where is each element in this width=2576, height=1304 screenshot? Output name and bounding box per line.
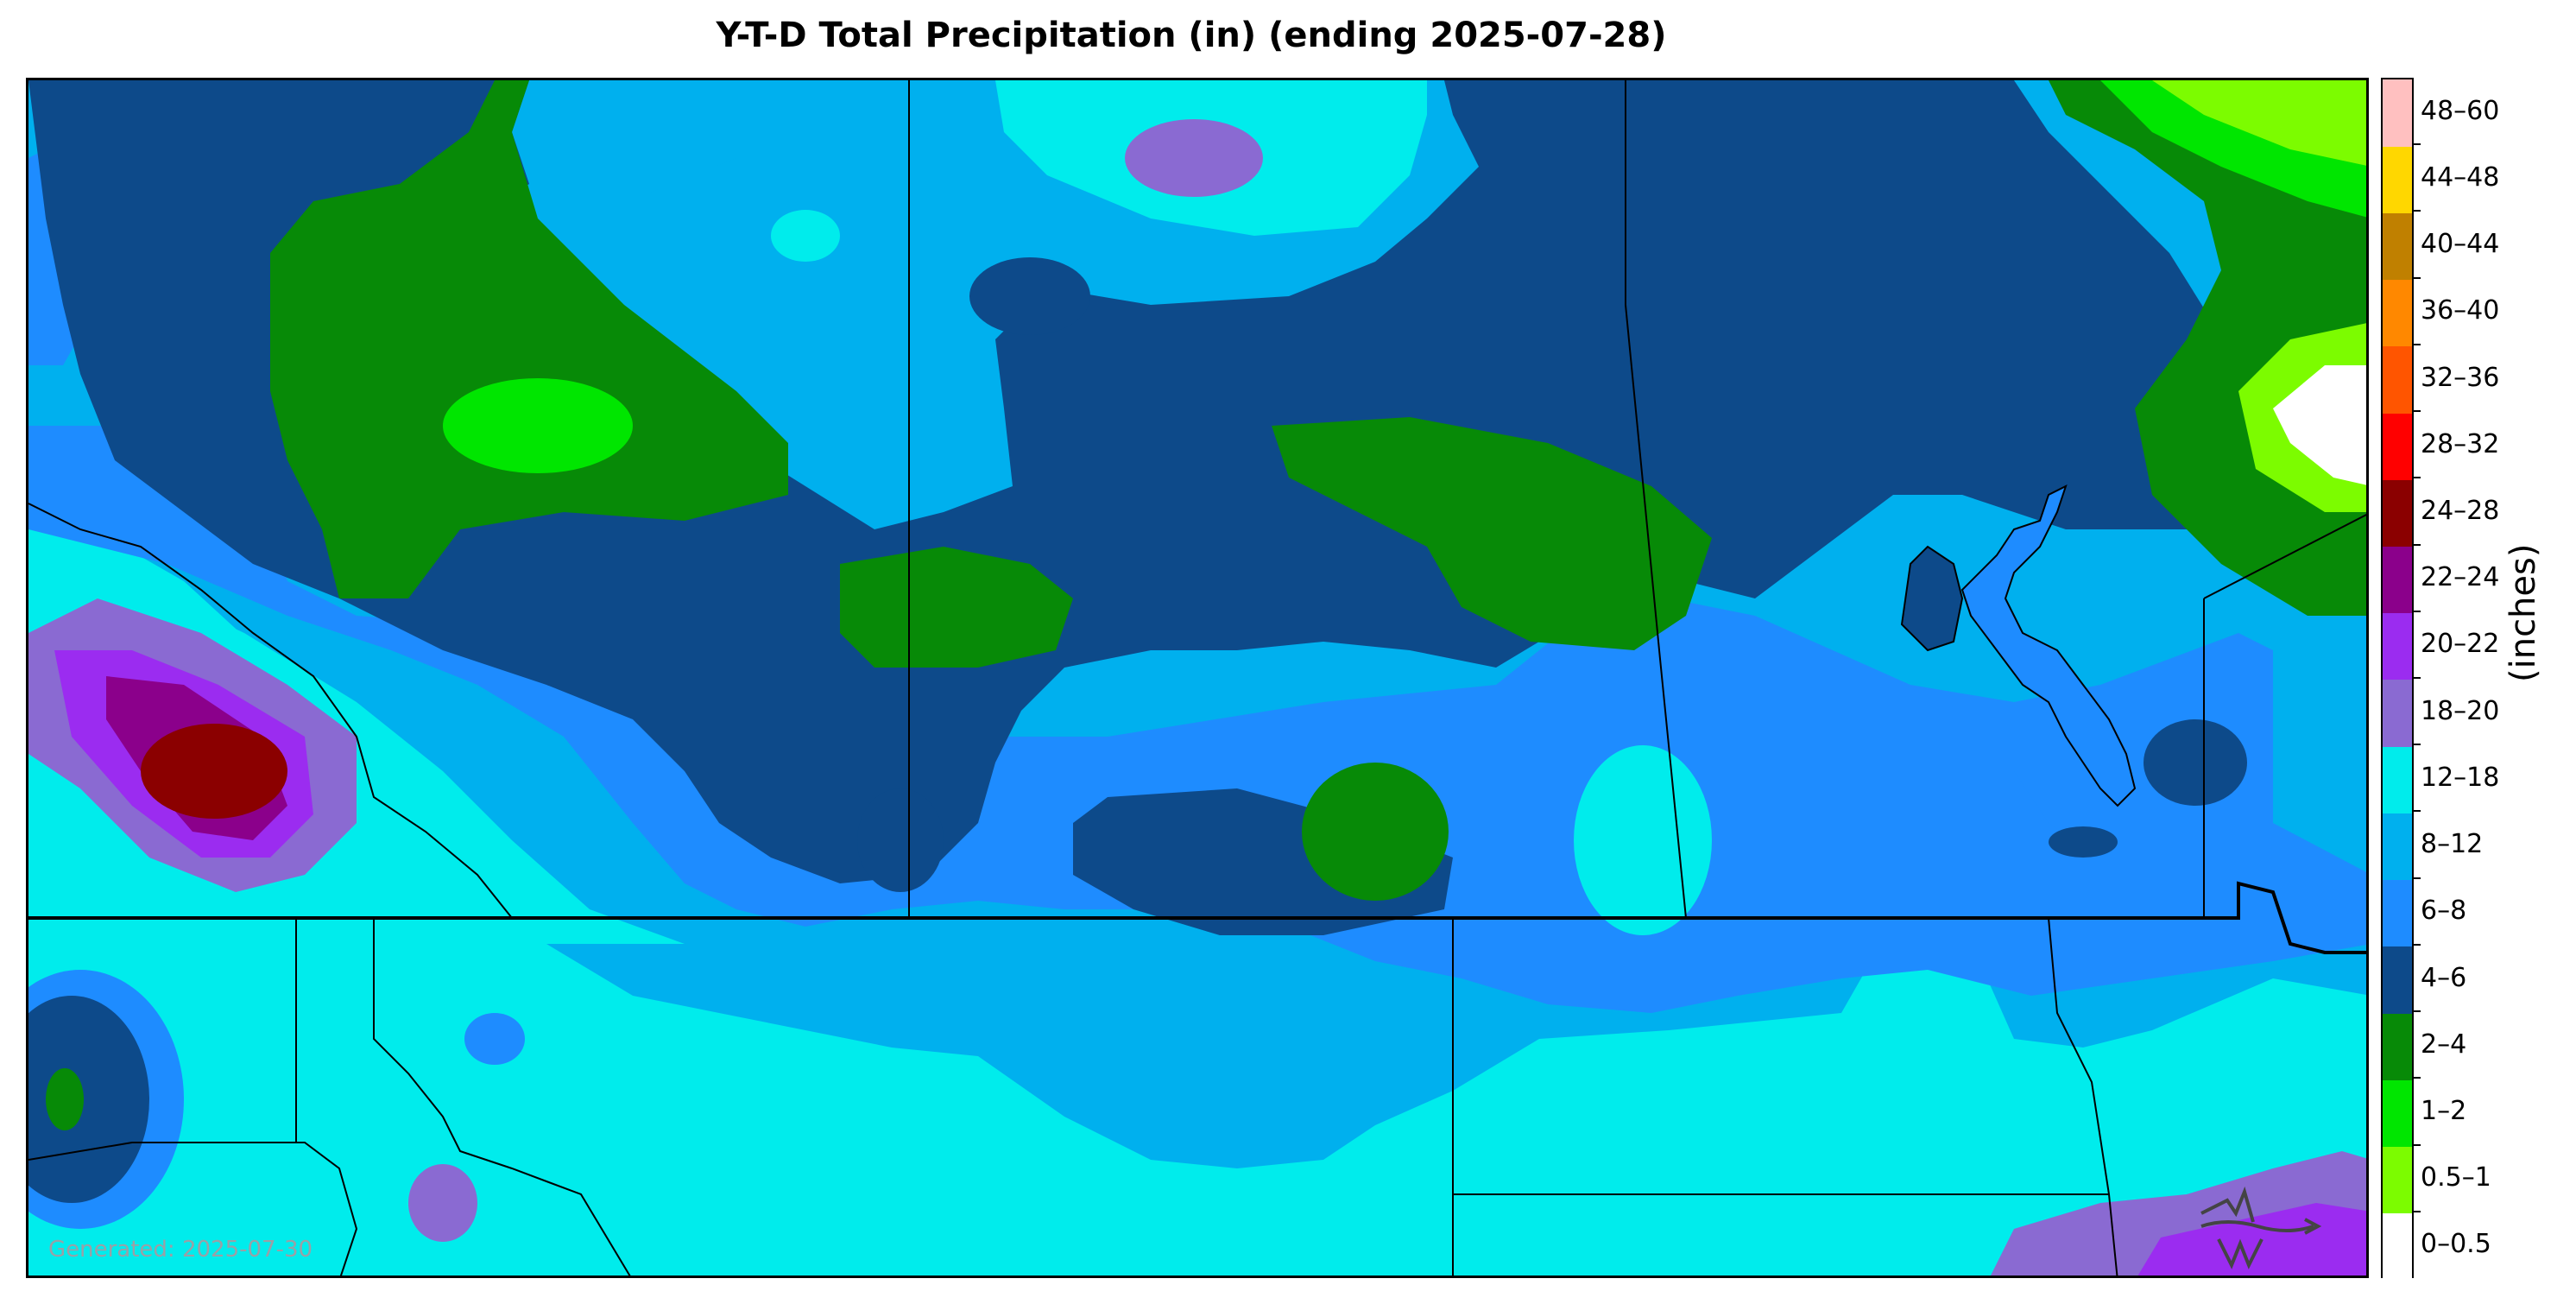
legend-label: 20–22 [2421, 629, 2500, 660]
legend-label: 24–28 [2421, 495, 2500, 526]
legend-swatch [2383, 1146, 2412, 1214]
precipitation-map [26, 78, 2369, 1278]
legend-swatch [2383, 1013, 2412, 1080]
region-2-4-c2 [1302, 763, 1449, 901]
legend-label: 0.5–1 [2421, 1162, 2491, 1193]
region-4-6-center-n [969, 257, 1090, 335]
legend-swatch [2383, 479, 2412, 548]
region-4-6-east-dot [2049, 826, 2118, 858]
region-2-4-c [1272, 417, 1712, 650]
legend-label: 48–60 [2421, 95, 2500, 126]
legend-swatch [2383, 813, 2412, 881]
legend-tick [2414, 744, 2421, 746]
legend-swatch [2383, 146, 2412, 213]
region-1-2-nw [443, 378, 633, 473]
region-2-4-w [840, 547, 1073, 668]
border-mt-line [373, 918, 631, 1276]
wave-logo-icon [2200, 1186, 2322, 1269]
legend-label: 28–32 [2421, 428, 2500, 459]
legend-tick [2414, 410, 2421, 413]
border-bc-ab [28, 503, 513, 919]
legend-tick [2414, 1077, 2421, 1079]
legend-tick [2414, 276, 2421, 279]
legend-swatch [2383, 279, 2412, 347]
legend-label: 6–8 [2421, 896, 2467, 927]
region-12-18-south [28, 512, 2366, 1276]
legend-label: 40–44 [2421, 229, 2500, 260]
region-6-8-s [464, 1013, 525, 1065]
legend-label: 0–0.5 [2421, 1229, 2491, 1260]
region-4-6-east-small [2144, 719, 2247, 806]
legend-label: 8–12 [2421, 829, 2484, 860]
legend-swatch [2383, 345, 2412, 414]
legend-tick [2414, 943, 2421, 946]
legend-swatch [2383, 1079, 2412, 1148]
legend-tick [2414, 343, 2421, 345]
border-mb-on [2203, 513, 2366, 599]
region-12-18-island [771, 210, 840, 262]
legend-tick [2414, 810, 2421, 813]
legend-tick [2414, 1010, 2421, 1013]
legend-tick [2414, 677, 2421, 679]
region-4-6-south [857, 788, 944, 892]
legend-colorbar [2381, 78, 2414, 1281]
map-title: Y-T-D Total Precipitation (in) (ending 2… [716, 16, 1667, 55]
legend-label: 1–2 [2421, 1095, 2467, 1126]
legend-tick [2414, 877, 2421, 879]
region-4-6-main [28, 80, 2366, 883]
legend-tick [2414, 143, 2421, 146]
legend-label: 44–48 [2421, 161, 2500, 193]
region-24-28-w [141, 724, 287, 819]
region-12-18-c [1574, 745, 1712, 935]
region-18-20-s [408, 1164, 477, 1242]
legend-tick [2414, 610, 2421, 612]
legend-label: 12–18 [2421, 762, 2500, 793]
region-12-18-sw-dot [184, 1225, 236, 1268]
legend-label: 36–40 [2421, 295, 2500, 326]
legend-swatch [2383, 413, 2412, 480]
legend-swatch [2383, 680, 2412, 747]
legend-swatch [2383, 546, 2412, 614]
map-canvas [28, 80, 2366, 1276]
region-18-20-north [1125, 119, 1263, 197]
border-nd-mn [2048, 917, 2118, 1276]
region-0-5-1-ne-top [2152, 80, 2366, 166]
generated-timestamp: Generated: 2025-07-30 [48, 1237, 313, 1263]
legend-label: 32–36 [2421, 362, 2500, 393]
legend-swatch [2383, 746, 2412, 813]
legend-swatch [2383, 946, 2412, 1014]
lake-winnipeg [1960, 484, 2137, 807]
legend-tick [2414, 1210, 2421, 1212]
legend-label: 22–24 [2421, 562, 2500, 593]
legend-swatch [2383, 212, 2412, 281]
political-boundaries [28, 80, 2366, 1276]
legend-tick [2414, 477, 2421, 479]
legend-swatch [2383, 879, 2412, 947]
border-sk-mb [1625, 80, 1687, 919]
units-label: (inches) [2503, 543, 2543, 682]
legend-swatch [2383, 79, 2412, 147]
legend-tick [2414, 1143, 2421, 1146]
lake-manitoba [1900, 545, 1964, 652]
legend-tick [2414, 543, 2421, 546]
legend-swatch [2383, 1212, 2412, 1281]
legend-label: 4–6 [2421, 962, 2467, 993]
legend-swatch [2383, 612, 2412, 680]
legend-label: 18–20 [2421, 695, 2500, 726]
border-wy [28, 1142, 358, 1276]
border-canada-us [28, 881, 2366, 954]
region-4-6-sw [28, 996, 149, 1203]
legend-label: 2–4 [2421, 1029, 2467, 1060]
region-2-4-nw [270, 80, 788, 598]
legend-tick [2414, 210, 2421, 212]
region-2-4-sw [46, 1068, 84, 1130]
region-0-0-5-ne [2273, 365, 2366, 485]
